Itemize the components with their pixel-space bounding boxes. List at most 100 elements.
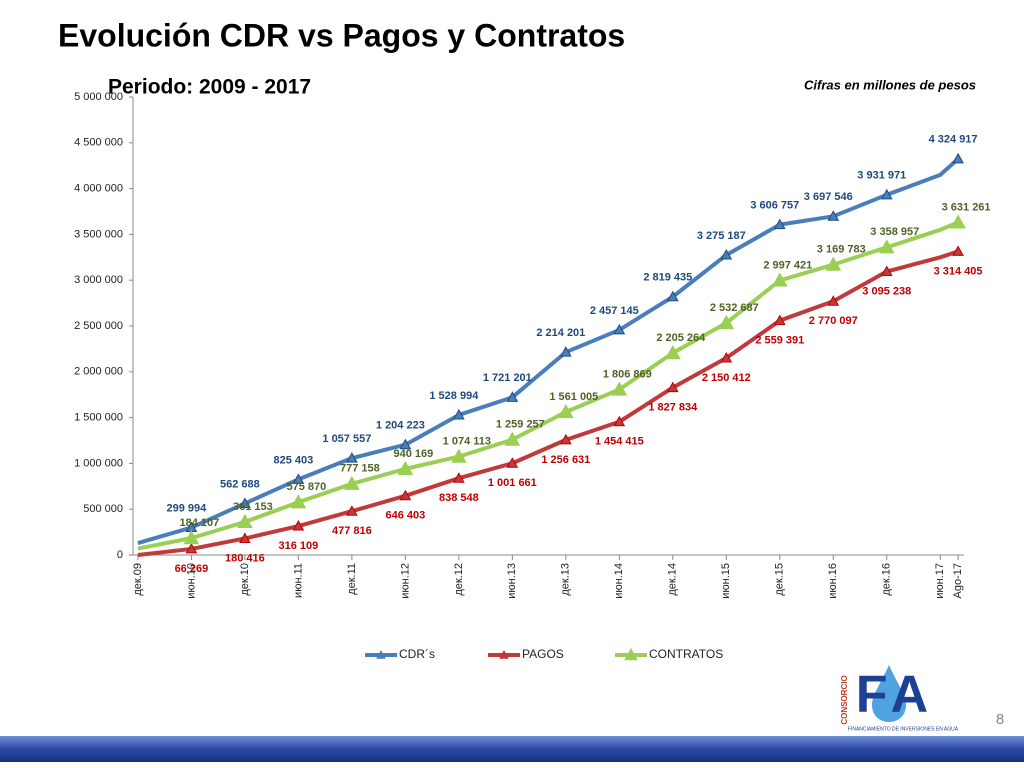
x-tick-label: июн.10 bbox=[185, 563, 197, 599]
x-tick-label: июн.15 bbox=[720, 563, 732, 599]
y-tick-label: 2 000 000 bbox=[74, 366, 123, 378]
marker bbox=[952, 152, 964, 164]
legend-marker bbox=[499, 649, 509, 659]
logo-letters: FA bbox=[856, 666, 934, 724]
value-label: 2 457 145 bbox=[590, 305, 639, 317]
marker bbox=[613, 415, 626, 427]
marker bbox=[613, 323, 626, 335]
value-label: 940 169 bbox=[393, 448, 433, 460]
value-label: 575 870 bbox=[287, 481, 327, 493]
subtitle: Periodo: 2009 - 2017 bbox=[108, 76, 311, 99]
value-label: 66 269 bbox=[175, 563, 209, 575]
value-label: 1 561 005 bbox=[549, 391, 598, 403]
slide-title: Evolución CDR vs Pagos y Contratos bbox=[58, 17, 625, 53]
value-label: 3 631 261 bbox=[942, 201, 991, 213]
x-tick-label: июн.13 bbox=[506, 563, 518, 599]
x-tick-label: дек.16 bbox=[881, 563, 893, 596]
y-tick-label: 4 000 000 bbox=[74, 183, 123, 195]
logo-tagline: FINANCIAMIENTO DE INVERSIONES EN AGUA bbox=[848, 726, 959, 732]
value-label: 180 416 bbox=[225, 552, 265, 564]
y-tick-label: 2 500 000 bbox=[74, 320, 123, 332]
marker bbox=[827, 295, 840, 306]
value-label: 2 205 264 bbox=[656, 332, 706, 344]
value-label: 646 403 bbox=[385, 510, 425, 522]
marker bbox=[183, 530, 200, 545]
marker bbox=[453, 472, 465, 483]
legend-marker bbox=[376, 649, 386, 659]
value-label: 1 001 661 bbox=[488, 477, 537, 489]
x-tick-label: дек.13 bbox=[560, 563, 572, 596]
value-label: 299 994 bbox=[167, 502, 208, 514]
note: Cifras en millones de pesos bbox=[804, 77, 976, 92]
value-label: 184 107 bbox=[180, 517, 220, 529]
marker bbox=[878, 239, 895, 254]
marker bbox=[559, 346, 572, 357]
x-tick-label: дек.09 bbox=[132, 563, 144, 596]
legend-label: CDR´s bbox=[399, 647, 435, 661]
marker bbox=[773, 314, 786, 326]
series-line bbox=[137, 220, 959, 551]
y-tick-label: 0 bbox=[117, 549, 123, 561]
value-label: 3 314 405 bbox=[934, 265, 983, 277]
x-tick-label: Ago-17 bbox=[952, 563, 964, 598]
x-tick-label: дек.15 bbox=[774, 563, 786, 596]
marker bbox=[952, 245, 964, 256]
value-label: 2 559 391 bbox=[755, 334, 804, 346]
x-tick-label: июн.16 bbox=[827, 563, 839, 599]
marker bbox=[720, 248, 733, 260]
x-tick-label: июн.12 bbox=[399, 563, 411, 599]
marker bbox=[292, 520, 305, 531]
legend-marker bbox=[624, 647, 638, 661]
y-tick-label: 4 500 000 bbox=[74, 137, 123, 149]
value-label: 2 997 421 bbox=[763, 259, 812, 271]
marker bbox=[185, 542, 198, 554]
marker bbox=[292, 473, 305, 484]
value-label: 3 697 546 bbox=[804, 191, 853, 203]
marker bbox=[771, 272, 788, 287]
page-number: 8 bbox=[996, 711, 1004, 728]
marker bbox=[290, 494, 307, 509]
marker bbox=[557, 403, 574, 419]
marker bbox=[451, 448, 467, 463]
value-label: 1 204 223 bbox=[376, 420, 425, 432]
value-label: 562 688 bbox=[220, 478, 260, 490]
marker bbox=[346, 505, 358, 516]
marker bbox=[950, 214, 966, 229]
marker bbox=[453, 408, 465, 420]
marker bbox=[506, 391, 519, 402]
marker bbox=[825, 256, 842, 271]
marker bbox=[397, 460, 414, 475]
marker bbox=[773, 218, 786, 230]
value-label: 4 324 917 bbox=[929, 134, 978, 146]
value-label: 3 095 238 bbox=[862, 285, 911, 297]
marker bbox=[664, 344, 681, 360]
x-tick-label: дек.14 bbox=[667, 563, 679, 596]
x-tick-label: июн.17 bbox=[934, 563, 946, 599]
x-tick-label: июн.14 bbox=[613, 563, 625, 599]
y-tick-label: 1 000 000 bbox=[74, 457, 123, 469]
logo: CONSORCIO FA FINANCIAMIENTO DE INVERSION… bbox=[840, 665, 959, 732]
value-label: 1 528 994 bbox=[429, 390, 479, 402]
y-tick-label: 1 500 000 bbox=[74, 412, 123, 424]
value-label: 3 606 757 bbox=[750, 200, 799, 212]
marker bbox=[827, 210, 840, 221]
y-tick-label: 3 000 000 bbox=[74, 274, 123, 286]
value-label: 477 816 bbox=[332, 525, 372, 537]
legend-label: PAGOS bbox=[522, 647, 564, 661]
value-label: 3 275 187 bbox=[697, 230, 746, 242]
value-label: 316 109 bbox=[279, 540, 319, 552]
value-label: 838 548 bbox=[439, 492, 479, 504]
value-label: 3 931 971 bbox=[857, 170, 906, 182]
y-tick-label: 500 000 bbox=[83, 503, 123, 515]
value-label: 1 827 834 bbox=[648, 401, 698, 413]
marker bbox=[239, 497, 251, 508]
value-label: 1 259 257 bbox=[496, 419, 545, 431]
marker bbox=[346, 452, 358, 463]
y-tick-label: 3 500 000 bbox=[74, 228, 123, 240]
marker bbox=[237, 513, 253, 529]
marker bbox=[611, 381, 628, 396]
x-tick-label: дек.11 bbox=[346, 563, 358, 595]
marker bbox=[399, 438, 412, 450]
x-tick-label: дек.12 bbox=[453, 563, 465, 596]
